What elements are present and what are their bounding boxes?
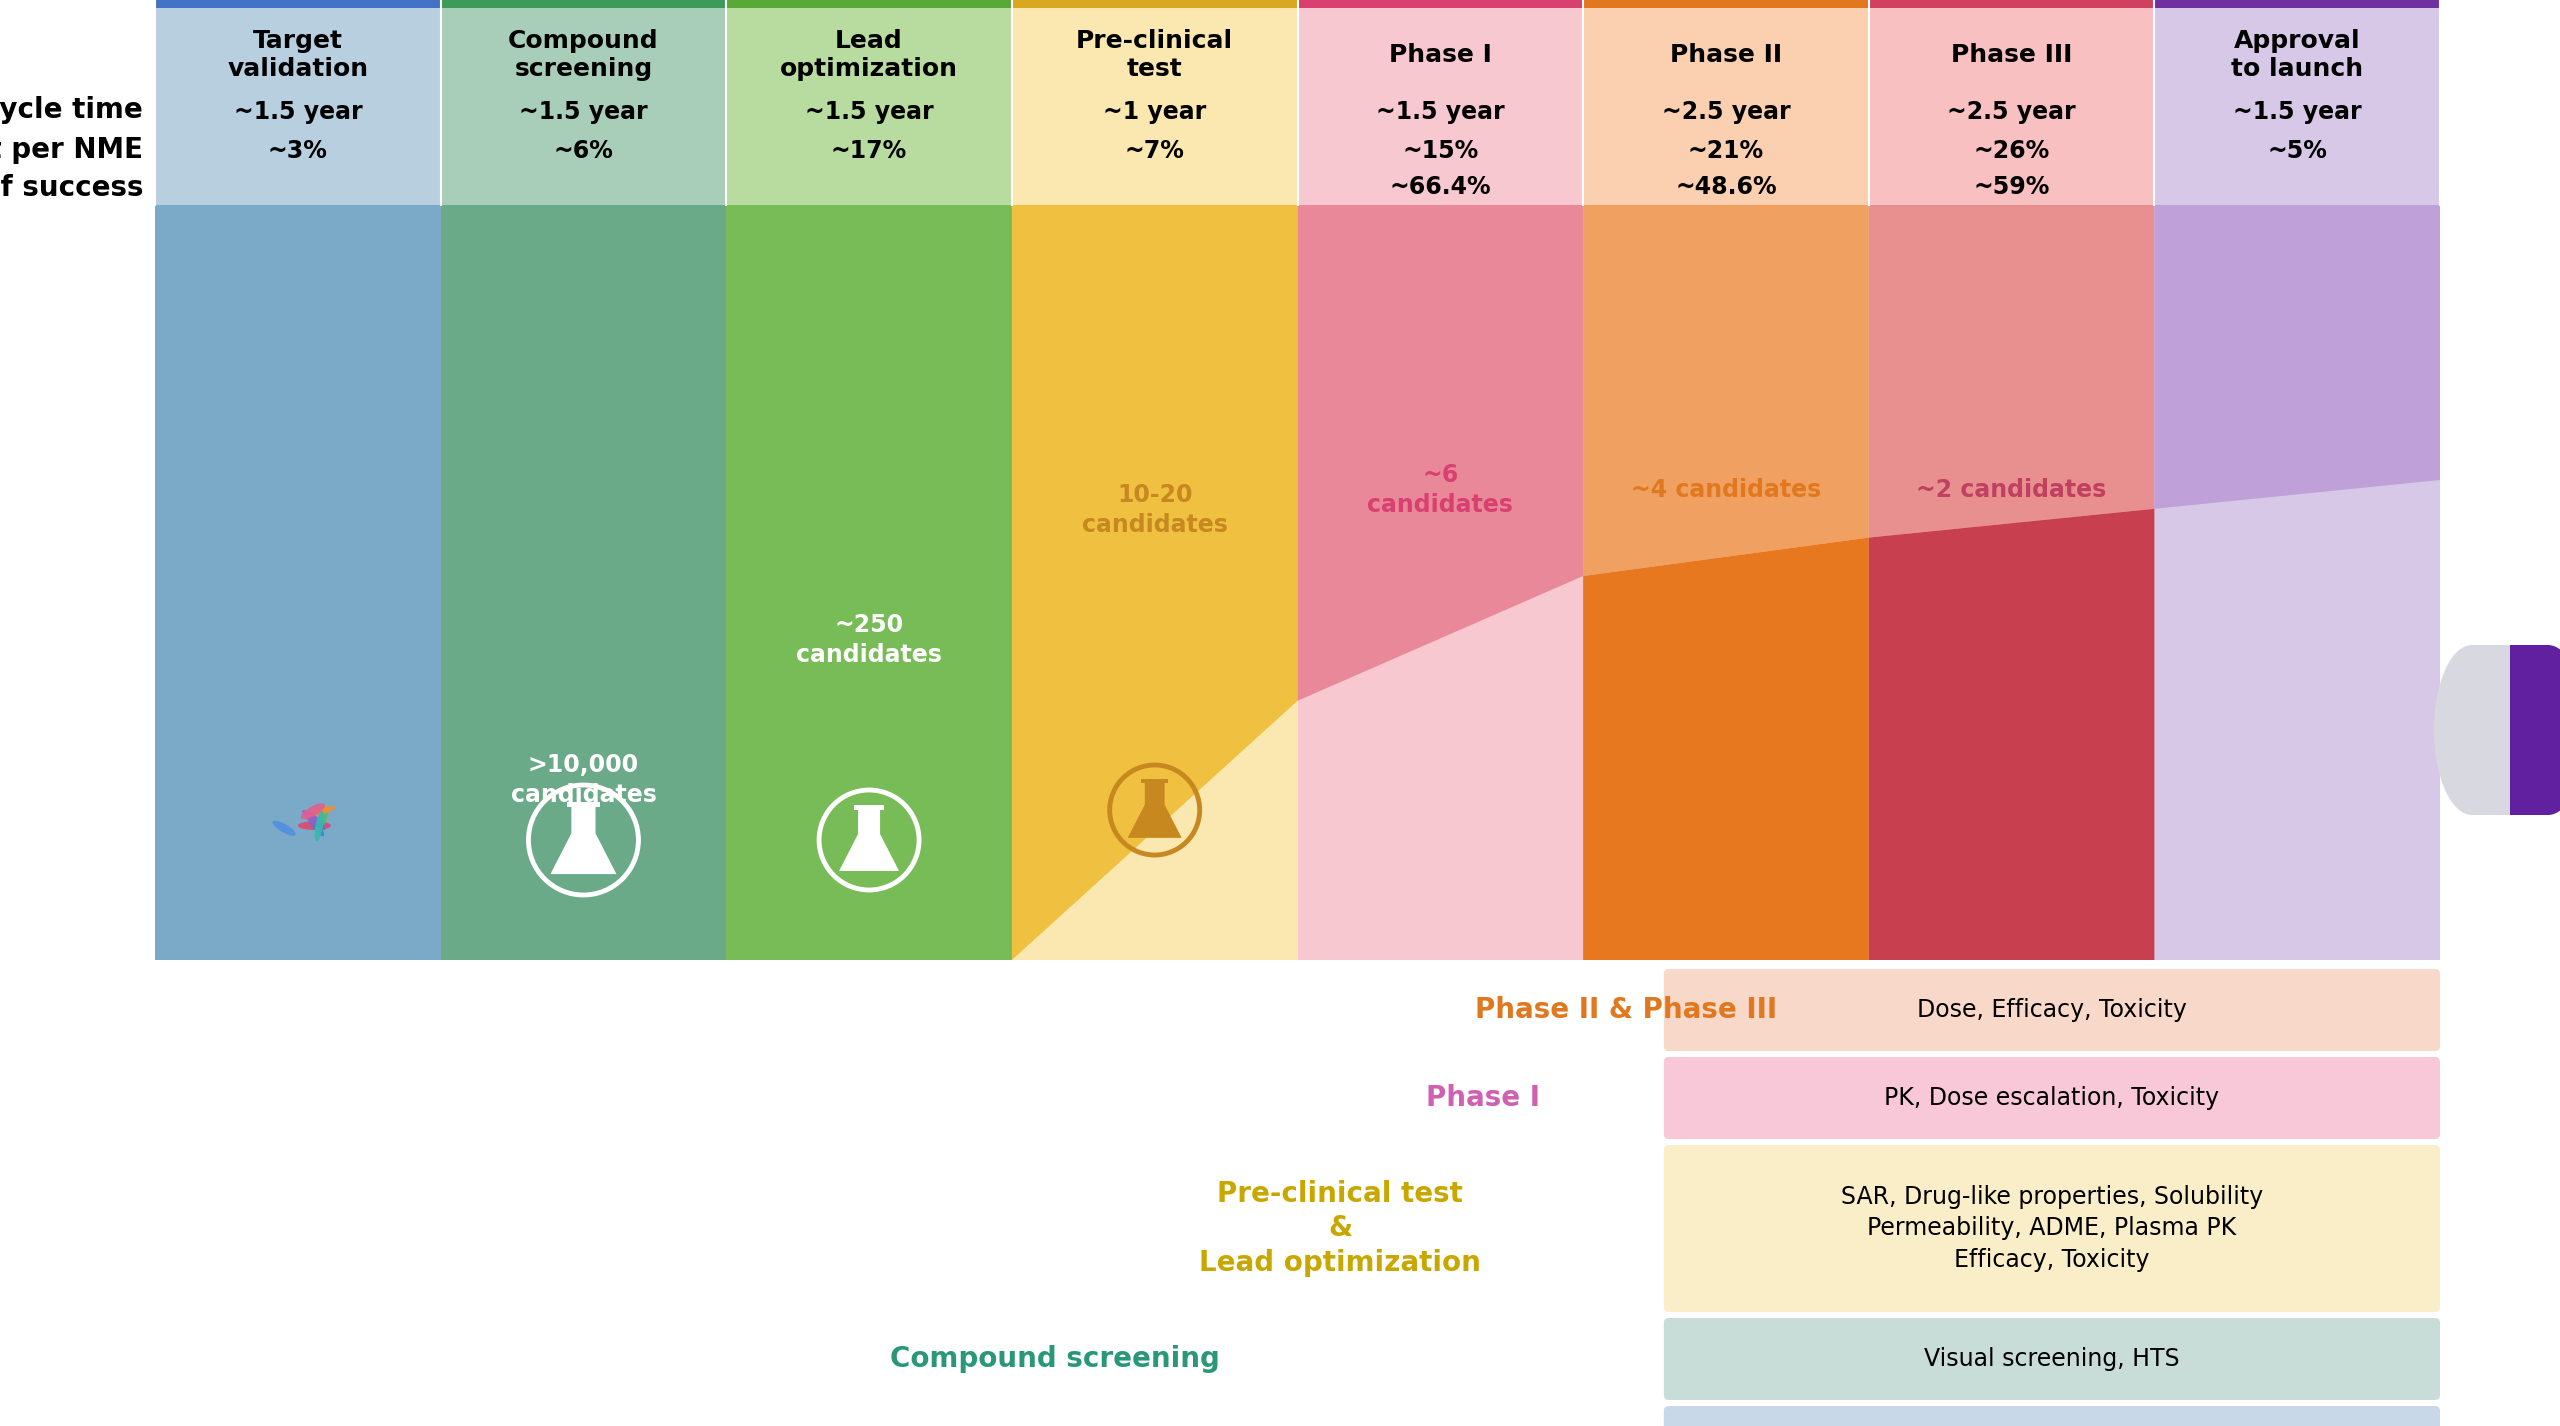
Bar <box>566 801 599 807</box>
Bar <box>1869 0 2156 960</box>
Text: ~15%: ~15% <box>1403 138 1480 163</box>
Bar <box>727 0 1011 9</box>
Bar <box>440 0 727 9</box>
Text: ~26%: ~26% <box>1974 138 2051 163</box>
Text: ~21%: ~21% <box>1687 138 1764 163</box>
Text: ~1.5 year: ~1.5 year <box>2232 100 2360 124</box>
Bar <box>1582 0 1869 960</box>
Text: ~7%: ~7% <box>1124 138 1185 163</box>
Ellipse shape <box>302 810 325 830</box>
Text: ~3%: ~3% <box>269 138 328 163</box>
Text: ~48.6%: ~48.6% <box>1674 175 1777 200</box>
Ellipse shape <box>2509 645 2560 816</box>
Polygon shape <box>840 809 899 871</box>
Text: ~6
candidates: ~6 candidates <box>1367 463 1513 516</box>
Bar <box>727 0 1011 960</box>
Text: ~2.5 year: ~2.5 year <box>1948 100 2076 124</box>
Text: Phase I: Phase I <box>1390 43 1492 67</box>
Text: ~4 candidates: ~4 candidates <box>1631 478 1820 502</box>
Text: ~66.4%: ~66.4% <box>1390 175 1490 200</box>
Text: Compound
screening: Compound screening <box>507 29 658 81</box>
Text: ~2.5 year: ~2.5 year <box>1661 100 1789 124</box>
Text: PK, Dose escalation, Toxicity: PK, Dose escalation, Toxicity <box>1884 1087 2220 1109</box>
Text: Phase III: Phase III <box>1951 43 2071 67</box>
FancyBboxPatch shape <box>1664 1145 2440 1312</box>
Bar <box>2156 0 2440 960</box>
Text: Phase II: Phase II <box>1669 43 1782 67</box>
Text: ~1.5 year: ~1.5 year <box>520 100 648 124</box>
Text: % Cost per NME: % Cost per NME <box>0 135 143 164</box>
Ellipse shape <box>315 811 325 841</box>
Text: Visual screening, HTS: Visual screening, HTS <box>1925 1348 2179 1370</box>
Text: 10-20
candidates: 10-20 candidates <box>1083 483 1229 536</box>
Bar <box>855 806 883 810</box>
Text: Compound screening: Compound screening <box>891 1345 1219 1373</box>
Text: SAR, Drug-like properties, Solubility
Permeability, ADME, Plasma PK
Efficacy, To: SAR, Drug-like properties, Solubility Pe… <box>1841 1185 2263 1272</box>
Bar <box>1582 0 1869 9</box>
FancyBboxPatch shape <box>1664 970 2440 1051</box>
Bar <box>440 0 727 960</box>
Text: Probability of success: Probability of success <box>0 174 143 202</box>
Bar <box>0 960 2560 1426</box>
Bar <box>2473 645 2509 816</box>
Ellipse shape <box>2435 645 2509 816</box>
Text: ~250
candidates: ~250 candidates <box>796 613 942 667</box>
Polygon shape <box>156 205 440 960</box>
Polygon shape <box>727 205 1011 960</box>
Text: Pre-clinical test
&
Lead optimization: Pre-clinical test & Lead optimization <box>1201 1179 1482 1278</box>
FancyBboxPatch shape <box>1664 1318 2440 1400</box>
Bar <box>1298 0 1582 9</box>
Text: Target
validation: Target validation <box>228 29 369 81</box>
Text: Dose, Efficacy, Toxicity: Dose, Efficacy, Toxicity <box>1917 998 2186 1022</box>
Ellipse shape <box>271 821 297 836</box>
Polygon shape <box>1129 781 1183 838</box>
Polygon shape <box>1869 509 2156 960</box>
Text: Pre-clinical
test: Pre-clinical test <box>1075 29 1234 81</box>
Text: Cycle time: Cycle time <box>0 96 143 124</box>
Text: ~1 year: ~1 year <box>1103 100 1206 124</box>
Polygon shape <box>440 205 727 960</box>
Bar <box>2156 0 2440 9</box>
Text: ~1.5 year: ~1.5 year <box>233 100 361 124</box>
Text: Phase I: Phase I <box>1426 1084 1541 1112</box>
Text: Lead
optimization: Lead optimization <box>781 29 957 81</box>
Ellipse shape <box>305 806 335 817</box>
FancyBboxPatch shape <box>1664 1406 2440 1426</box>
Text: >10,000
candidates: >10,000 candidates <box>509 753 655 807</box>
Bar <box>156 0 440 9</box>
FancyBboxPatch shape <box>1664 1057 2440 1139</box>
Polygon shape <box>550 806 617 874</box>
Bar <box>1298 0 1582 960</box>
Text: ~1.5 year: ~1.5 year <box>1377 100 1505 124</box>
Polygon shape <box>1011 205 1298 960</box>
Polygon shape <box>1582 205 1869 576</box>
Polygon shape <box>2156 205 2440 509</box>
Ellipse shape <box>300 803 325 820</box>
Polygon shape <box>1582 538 1869 960</box>
Text: ~59%: ~59% <box>1974 175 2051 200</box>
Polygon shape <box>1298 205 1582 700</box>
Bar <box>1869 0 2156 9</box>
Text: ~5%: ~5% <box>2268 138 2327 163</box>
Text: ~6%: ~6% <box>553 138 614 163</box>
Text: ~2 candidates: ~2 candidates <box>1917 478 2107 502</box>
Text: Approval
to launch: Approval to launch <box>2232 29 2363 81</box>
Ellipse shape <box>307 813 325 837</box>
Ellipse shape <box>297 821 330 830</box>
Bar <box>1011 0 1298 9</box>
Bar <box>1142 779 1167 783</box>
Bar <box>1011 0 1298 960</box>
Ellipse shape <box>315 806 328 836</box>
Bar <box>156 0 440 960</box>
Polygon shape <box>1869 205 2156 538</box>
Text: Phase II & Phase III: Phase II & Phase III <box>1475 995 1777 1024</box>
Text: ~17%: ~17% <box>832 138 906 163</box>
Text: ~1.5 year: ~1.5 year <box>804 100 934 124</box>
Bar <box>2509 645 2547 816</box>
